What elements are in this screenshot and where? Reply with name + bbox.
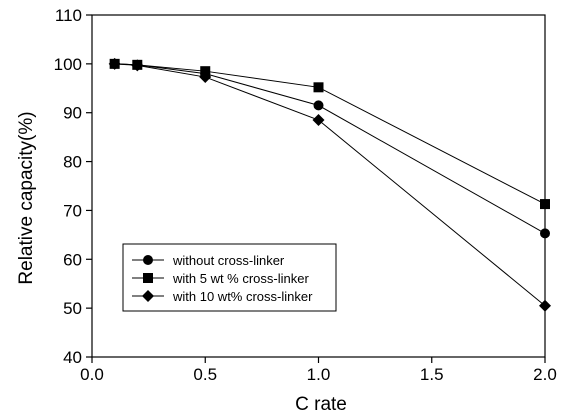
data-point-square	[313, 82, 324, 93]
data-point-diamond	[312, 114, 325, 127]
legend-item: with 5 wt % cross-linker	[132, 271, 309, 286]
data-point-diamond	[108, 57, 121, 70]
series-1	[109, 58, 550, 239]
y-tick-label: 90	[63, 104, 82, 123]
series-3	[108, 57, 551, 312]
y-tick-label: 40	[63, 348, 82, 367]
y-tick-label: 60	[63, 250, 82, 269]
x-tick-label: 2.0	[533, 365, 557, 384]
y-tick-label: 50	[63, 299, 82, 318]
legend-label: with 10 wt% cross-linker	[172, 289, 313, 304]
y-tick-label: 80	[63, 153, 82, 172]
series-line	[114, 63, 546, 205]
data-point-diamond	[199, 71, 212, 84]
legend-item: without cross-linker	[132, 253, 285, 268]
legend-item: with 10 wt% cross-linker	[132, 289, 313, 304]
axes: 0.0 0.5 1.0 1.5 2.0 40 50 60 70 80 90 100 110	[54, 6, 557, 384]
legend-label: without cross-linker	[172, 253, 285, 268]
series-line	[114, 63, 546, 234]
legend-marker-diamond	[142, 290, 154, 302]
plot-area	[108, 57, 551, 312]
data-point-square	[540, 199, 550, 210]
x-axis-title: C rate	[295, 394, 347, 415]
data-point-diamond	[539, 299, 551, 312]
legend-marker-square	[143, 273, 153, 283]
x-tick-label: 1.0	[307, 365, 331, 384]
legend-marker-circle	[143, 255, 153, 265]
x-tick-label: 0.5	[193, 365, 217, 384]
y-axis-title: Relative capacity(%)	[16, 111, 37, 284]
y-tick-label: 70	[63, 201, 82, 220]
x-tick-label: 0.0	[80, 365, 104, 384]
y-tick-label: 100	[54, 55, 82, 74]
x-tick-label: 1.5	[420, 365, 444, 384]
data-point-diamond	[131, 59, 144, 72]
y-tick-label: 110	[55, 6, 82, 25]
legend-label: with 5 wt % cross-linker	[172, 271, 309, 286]
legend: without cross-linker with 5 wt % cross-li…	[122, 243, 337, 312]
data-point-circle	[313, 100, 324, 111]
data-point-circle	[540, 228, 550, 239]
series-2	[109, 58, 550, 210]
